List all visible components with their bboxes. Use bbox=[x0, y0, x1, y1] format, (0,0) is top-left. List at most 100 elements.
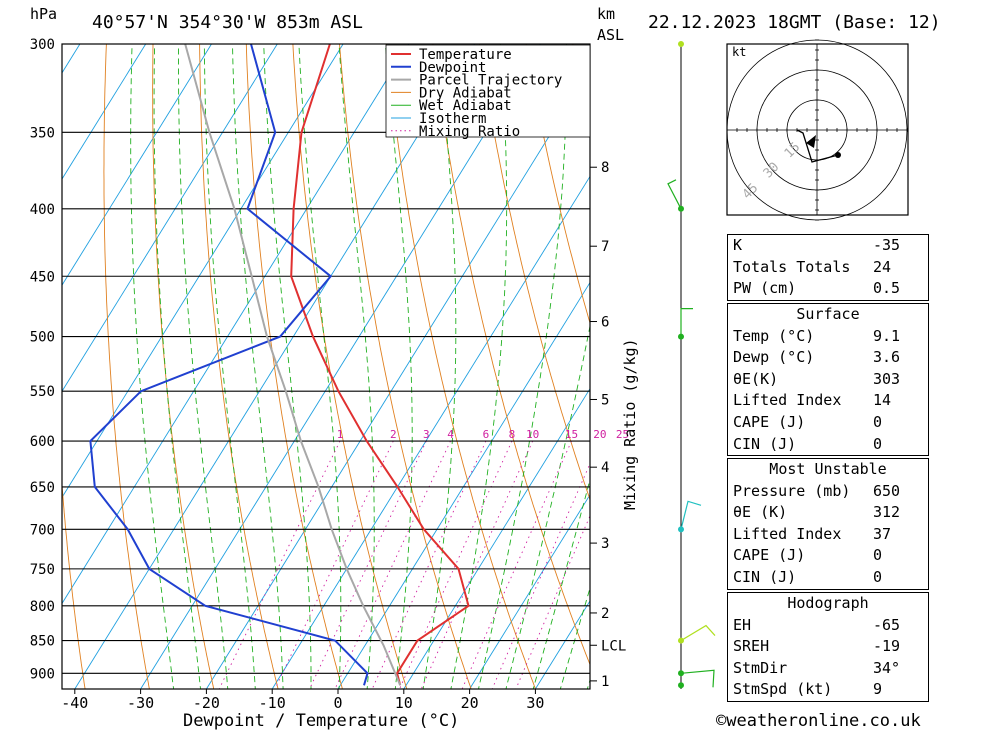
pressure-tick-label: 500 bbox=[30, 330, 55, 346]
dry-adiabat-line bbox=[946, 44, 1000, 692]
footer-credit[interactable]: ©weatheronline.co.uk bbox=[716, 711, 921, 731]
hodograph-end-dot bbox=[835, 152, 841, 158]
wet-adiabat-line bbox=[178, 44, 229, 689]
isotherm-line bbox=[469, 493, 590, 689]
hodograph-unit-label: kt bbox=[732, 45, 746, 59]
hodograph-value: 9 bbox=[873, 680, 883, 699]
index-key: Totals Totals bbox=[733, 257, 851, 276]
x-tick-label: -10 bbox=[259, 694, 286, 712]
wet-adiabat-line bbox=[130, 44, 175, 689]
wind-level-dot bbox=[678, 682, 684, 689]
dry-adiabat-line bbox=[0, 44, 21, 692]
most-unstable-value: 37 bbox=[873, 524, 892, 543]
pressure-tick-label: 300 bbox=[30, 37, 55, 53]
pressure-tick-label: 350 bbox=[30, 125, 55, 141]
isotherm-line bbox=[206, 69, 590, 689]
index-key: PW (cm) bbox=[733, 279, 797, 298]
wind-barb bbox=[680, 308, 693, 337]
wet-adiabat-line bbox=[232, 44, 284, 689]
mixing-ratio-label: 1 bbox=[337, 428, 344, 441]
x-axis-title: Dewpoint / Temperature (°C) bbox=[183, 711, 460, 731]
pressure-tick-label: 600 bbox=[30, 434, 55, 450]
isotherm-line bbox=[271, 175, 590, 689]
legend-label: Dewpoint bbox=[419, 60, 486, 76]
isotherm-line bbox=[62, 44, 410, 605]
dry-adiabat-line bbox=[103, 44, 150, 689]
legend-label: Dry Adiabat bbox=[419, 85, 512, 101]
asl-unit-label: ASL bbox=[597, 26, 625, 44]
mixing-ratio-line bbox=[309, 440, 427, 689]
x-tick-label: -20 bbox=[193, 694, 220, 712]
most-unstable-value: 312 bbox=[873, 503, 901, 522]
legend-box bbox=[385, 44, 591, 138]
km-tick-label: 4 bbox=[601, 460, 609, 476]
location-title: 40°57'N 354°30'W 853m ASL bbox=[92, 12, 363, 33]
mixing-ratio-label: 15 bbox=[565, 428, 578, 441]
parcel-trajectory-line bbox=[184, 44, 402, 686]
most-unstable-value: 0 bbox=[873, 567, 883, 586]
hodograph-key: EH bbox=[733, 615, 752, 634]
pressure-tick-label: 900 bbox=[30, 666, 55, 682]
dewpoint-line bbox=[89, 44, 369, 686]
surface-key: θE(K) bbox=[733, 369, 779, 388]
km-tick-label: 2 bbox=[601, 606, 609, 622]
index-value: 24 bbox=[873, 257, 892, 276]
mixing-ratio-line bbox=[334, 440, 451, 689]
km-tick-label: LCL bbox=[601, 638, 626, 654]
most-unstable-value: 650 bbox=[873, 481, 901, 500]
index-value: -35 bbox=[873, 236, 901, 254]
isotherm-line bbox=[62, 44, 147, 180]
mixing-ratio-line bbox=[218, 440, 341, 689]
pressure-tick-label: 700 bbox=[30, 522, 55, 538]
pressure-tick-label: 450 bbox=[30, 269, 55, 285]
pressure-tick-label: 850 bbox=[30, 634, 55, 650]
index-key: K bbox=[733, 236, 743, 254]
index-row: K -35 bbox=[728, 235, 928, 257]
x-tick-label: 10 bbox=[395, 694, 413, 712]
legend-label: Wet Adiabat bbox=[419, 98, 512, 114]
hodograph-key: StmSpd (kt) bbox=[733, 680, 833, 699]
pressure-tick-label: 400 bbox=[30, 202, 55, 218]
surface-title: Surface bbox=[796, 305, 860, 323]
isotherm-line bbox=[62, 44, 344, 499]
surface-value: 9.1 bbox=[873, 326, 901, 345]
hodograph-row: EH -65 bbox=[728, 615, 928, 637]
isotherm-line bbox=[62, 44, 212, 286]
km-tick-label: 3 bbox=[601, 536, 609, 552]
pressure-tick-label: 800 bbox=[30, 599, 55, 615]
isotherm-line bbox=[337, 281, 590, 689]
mixing-ratio-axis-title: Mixing Ratio (g/kg) bbox=[621, 338, 639, 510]
index-row: PW (cm) 0.5 bbox=[728, 278, 928, 300]
most-unstable-row: Lifted Index 37 bbox=[728, 524, 928, 546]
datetime-title: 22.12.2023 18GMT (Base: 12) bbox=[648, 12, 941, 33]
hpa-unit-label: hPa bbox=[30, 5, 58, 23]
wind-barb bbox=[667, 179, 682, 210]
most-unstable-row: θE (K) 312 bbox=[728, 502, 928, 524]
most-unstable-row: CAPE (J) 0 bbox=[728, 545, 928, 567]
hodograph-title: Hodograph bbox=[787, 594, 869, 612]
wind-level-dot bbox=[678, 41, 684, 47]
km-tick-label: 1 bbox=[601, 674, 609, 690]
most-unstable-key: Lifted Index bbox=[733, 524, 842, 543]
surface-row: Lifted Index 14 bbox=[728, 390, 928, 412]
legend-label: Mixing Ratio bbox=[419, 124, 520, 140]
dry-adiabat-line bbox=[478, 44, 590, 502]
most-unstable-row: Pressure (mb) 650 bbox=[728, 481, 928, 503]
pressure-tick-label: 550 bbox=[30, 384, 55, 400]
wet-adiabat-line bbox=[505, 323, 590, 689]
km-tick-label: 7 bbox=[601, 239, 609, 255]
hodograph-value: -19 bbox=[873, 637, 901, 656]
km-unit-label: km bbox=[597, 5, 616, 23]
wet-adiabat-line bbox=[559, 586, 590, 689]
temperature-line bbox=[290, 44, 470, 686]
indices-table: K -35 Totals Totals 24 PW (cm) 0.5 bbox=[727, 234, 929, 301]
surface-value: 14 bbox=[873, 391, 892, 410]
plot-frame bbox=[61, 43, 591, 690]
surface-value: 0 bbox=[873, 434, 883, 453]
hodograph-table: Hodograph EH -65 SREH -19 StmDir 34° StmSpd (k… bbox=[727, 592, 929, 702]
mixing-ratio-label: 2 bbox=[390, 428, 397, 441]
wind-barb bbox=[680, 669, 715, 688]
most-unstable-title: Most Unstable bbox=[769, 460, 887, 478]
hodograph-value: -65 bbox=[873, 615, 901, 634]
dry-adiabat-line bbox=[152, 44, 215, 689]
